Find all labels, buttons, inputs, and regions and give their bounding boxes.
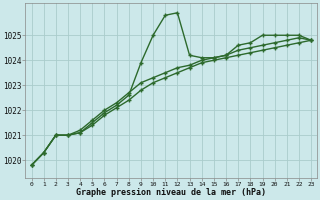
X-axis label: Graphe pression niveau de la mer (hPa): Graphe pression niveau de la mer (hPa) bbox=[76, 188, 266, 197]
